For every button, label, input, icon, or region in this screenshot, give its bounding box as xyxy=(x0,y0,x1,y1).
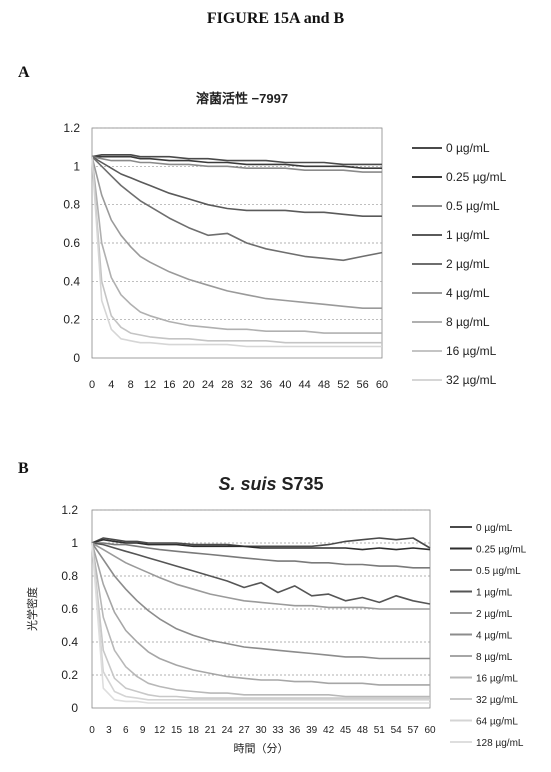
legend-label-a-0: 0 µg/mL xyxy=(446,141,490,155)
x-tick-label-b: 60 xyxy=(424,725,436,736)
x-tick-label-a: 36 xyxy=(260,379,272,391)
y-tick-label-b: 1.2 xyxy=(61,503,78,517)
y-axis-label-b: 光学密度 xyxy=(25,587,39,631)
y-tick-label-b: 0.2 xyxy=(61,668,78,682)
x-tick-label-b: 54 xyxy=(391,725,403,736)
y-tick-label-a: 0.2 xyxy=(63,313,80,327)
y-tick-label-a: 1.2 xyxy=(63,121,80,135)
series-line-b-6 xyxy=(92,543,430,685)
x-tick-label-a: 44 xyxy=(299,379,311,391)
x-tick-label-a: 48 xyxy=(318,379,330,391)
x-tick-label-a: 20 xyxy=(183,379,195,391)
x-tick-label-a: 56 xyxy=(357,379,369,391)
x-tick-label-a: 4 xyxy=(108,379,114,391)
x-tick-label-b: 21 xyxy=(205,725,217,736)
x-tick-label-b: 36 xyxy=(289,725,301,736)
x-tick-label-b: 42 xyxy=(323,725,335,736)
series-line-a-4 xyxy=(92,157,382,261)
legend-label-b-10: 128 µg/mL xyxy=(476,738,524,749)
legend-label-b-9: 64 µg/mL xyxy=(476,717,518,728)
y-tick-label-a: 0.6 xyxy=(63,236,80,250)
legend-label-a-7: 16 µg/mL xyxy=(446,344,497,358)
legend-label-b-8: 32 µg/mL xyxy=(476,695,518,706)
x-tick-label-a: 16 xyxy=(163,379,175,391)
y-tick-label-a: 0 xyxy=(73,351,80,365)
x-tick-label-b: 39 xyxy=(306,725,318,736)
legend-label-a-4: 2 µg/mL xyxy=(446,257,490,271)
legend-label-a-5: 4 µg/mL xyxy=(446,286,490,300)
chart-title-a: 溶菌活性 −7997 xyxy=(196,91,288,106)
legend-label-b-0: 0 µg/mL xyxy=(476,523,513,534)
series-line-b-10 xyxy=(92,543,430,703)
legend-label-a-8: 32 µg/mL xyxy=(446,373,497,387)
x-tick-label-a: 60 xyxy=(376,379,388,391)
legend-label-b-2: 0.5 µg/mL xyxy=(476,566,521,577)
y-tick-label-a: 0.4 xyxy=(63,274,80,288)
series-line-a-7 xyxy=(92,157,382,343)
chart-title-b: S. suis S735 xyxy=(218,474,323,494)
x-tick-label-a: 8 xyxy=(128,379,134,391)
x-tick-label-b: 57 xyxy=(408,725,420,736)
x-axis-label-b: 時間（分） xyxy=(234,742,289,755)
x-tick-label-b: 51 xyxy=(374,725,386,736)
x-tick-label-b: 3 xyxy=(106,725,112,736)
legend-label-a-2: 0.5 µg/mL xyxy=(446,199,500,213)
x-tick-label-a: 32 xyxy=(241,379,253,391)
x-tick-label-a: 52 xyxy=(337,379,349,391)
legend-label-b-7: 16 µg/mL xyxy=(476,674,518,685)
series-line-a-6 xyxy=(92,157,382,333)
legend-label-a-6: 8 µg/mL xyxy=(446,315,490,329)
legend-label-a-3: 1 µg/mL xyxy=(446,228,490,242)
x-tick-label-b: 12 xyxy=(154,725,166,736)
y-tick-label-b: 0.8 xyxy=(61,569,78,583)
y-tick-label-b: 0.6 xyxy=(61,602,78,616)
x-tick-label-b: 33 xyxy=(272,725,284,736)
legend-label-b-4: 2 µg/mL xyxy=(476,609,513,620)
y-tick-label-b: 0.4 xyxy=(61,635,78,649)
x-tick-label-b: 18 xyxy=(188,725,200,736)
x-tick-label-b: 24 xyxy=(222,725,234,736)
legend-label-b-1: 0.25 µg/mL xyxy=(476,545,527,556)
legend-label-b-5: 4 µg/mL xyxy=(476,631,513,642)
x-tick-label-a: 28 xyxy=(221,379,233,391)
x-tick-label-a: 12 xyxy=(144,379,156,391)
x-tick-label-b: 6 xyxy=(123,725,129,736)
x-tick-label-b: 0 xyxy=(89,725,95,736)
x-tick-label-b: 48 xyxy=(357,725,369,736)
x-tick-label-b: 45 xyxy=(340,725,352,736)
x-tick-label-b: 27 xyxy=(239,725,251,736)
y-tick-label-a: 0.8 xyxy=(63,198,80,212)
series-line-b-5 xyxy=(92,543,430,659)
x-tick-label-a: 40 xyxy=(279,379,291,391)
legend-label-b-3: 1 µg/mL xyxy=(476,588,513,599)
x-tick-label-a: 24 xyxy=(202,379,214,391)
y-tick-label-b: 0 xyxy=(71,701,78,715)
x-tick-label-a: 0 xyxy=(89,379,95,391)
series-line-b-3 xyxy=(92,543,430,604)
y-tick-label-b: 1 xyxy=(71,536,78,550)
y-tick-label-a: 1 xyxy=(73,159,80,173)
legend-label-a-1: 0.25 µg/mL xyxy=(446,170,507,184)
legend-label-b-6: 8 µg/mL xyxy=(476,652,513,663)
x-tick-label-b: 30 xyxy=(255,725,267,736)
x-tick-label-b: 9 xyxy=(140,725,146,736)
x-tick-label-b: 15 xyxy=(171,725,183,736)
series-line-b-1 xyxy=(92,540,430,550)
